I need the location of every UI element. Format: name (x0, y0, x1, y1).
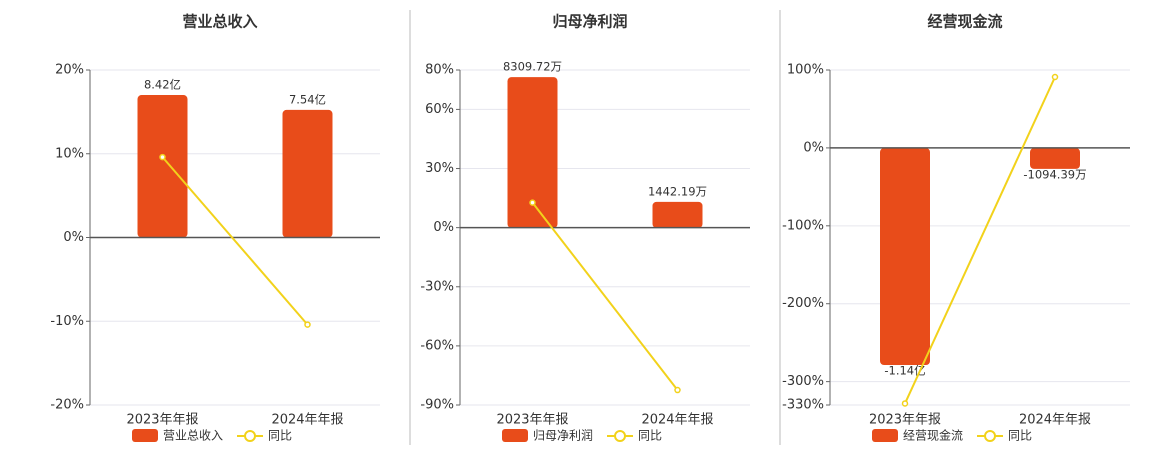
line (904, 76, 1056, 404)
y-tick-label: 60% (425, 102, 454, 117)
y-tick-label: -10% (50, 314, 84, 329)
legend-swatch (244, 430, 257, 442)
y-tick-label: 20% (55, 63, 84, 78)
x-tick-label: 2023年年报 (126, 413, 198, 428)
value-label: 8309.72万 (503, 60, 562, 74)
x-tick-label: 2023年年报 (496, 413, 568, 428)
x-tick-label: 2024年年报 (271, 413, 343, 428)
y-tick-label: -60% (420, 338, 454, 353)
bar (282, 109, 333, 238)
legend-label: 营业总收入 (163, 429, 223, 443)
y-tick-label: 100% (787, 63, 824, 78)
bar (880, 148, 930, 366)
y-tick-label: 10% (55, 146, 84, 161)
y-tick-label: -200% (782, 296, 824, 311)
line (161, 156, 309, 326)
legend-label: 同比 (638, 429, 662, 443)
value-label: -1.14亿 (884, 364, 925, 378)
point (1051, 73, 1059, 81)
y-tick-label: -300% (782, 374, 824, 389)
legend-swatch (132, 429, 158, 442)
point (674, 386, 681, 394)
value-label: -1094.39万 (1023, 167, 1086, 181)
legend-swatch (872, 429, 898, 442)
value-label: 7.54亿 (289, 92, 326, 106)
point (901, 400, 909, 407)
point (304, 321, 311, 328)
legend-label: 同比 (268, 429, 292, 443)
y-tick-label: -30% (420, 279, 454, 294)
y-tick-label: 0% (63, 230, 84, 245)
value-label: 8.42亿 (144, 78, 181, 92)
chart-title: 归母净利润 (552, 13, 627, 31)
legend-label: 经营现金流 (903, 428, 963, 443)
bar (1030, 148, 1080, 169)
x-tick-label: 2023年年报 (869, 413, 941, 428)
chart-title: 营业总收入 (182, 13, 257, 31)
point (529, 199, 536, 206)
y-tick-label: 0% (433, 220, 454, 235)
line (531, 202, 679, 391)
y-tick-label: 0% (803, 140, 824, 155)
y-tick-label: 30% (425, 161, 454, 176)
y-tick-label: -330% (782, 398, 824, 413)
value-label: 1442.19万 (648, 184, 707, 198)
bar (652, 201, 703, 229)
legend-swatch (614, 430, 627, 442)
legend-swatch (502, 429, 528, 442)
point (159, 153, 166, 161)
y-tick-label: -90% (420, 398, 454, 413)
legend-label: 同比 (1008, 429, 1032, 443)
y-tick-label: -20% (50, 398, 84, 413)
bar (137, 95, 188, 238)
x-tick-label: 2024年年报 (1019, 413, 1091, 428)
bar (507, 77, 558, 229)
chart-title: 经营现金流 (927, 13, 1002, 31)
y-tick-label: 80% (425, 63, 454, 78)
x-tick-label: 2024年年报 (641, 413, 713, 428)
y-tick-label: -100% (782, 218, 824, 233)
legend-label: 归母净利润 (533, 429, 593, 443)
legend-swatch (984, 430, 997, 442)
